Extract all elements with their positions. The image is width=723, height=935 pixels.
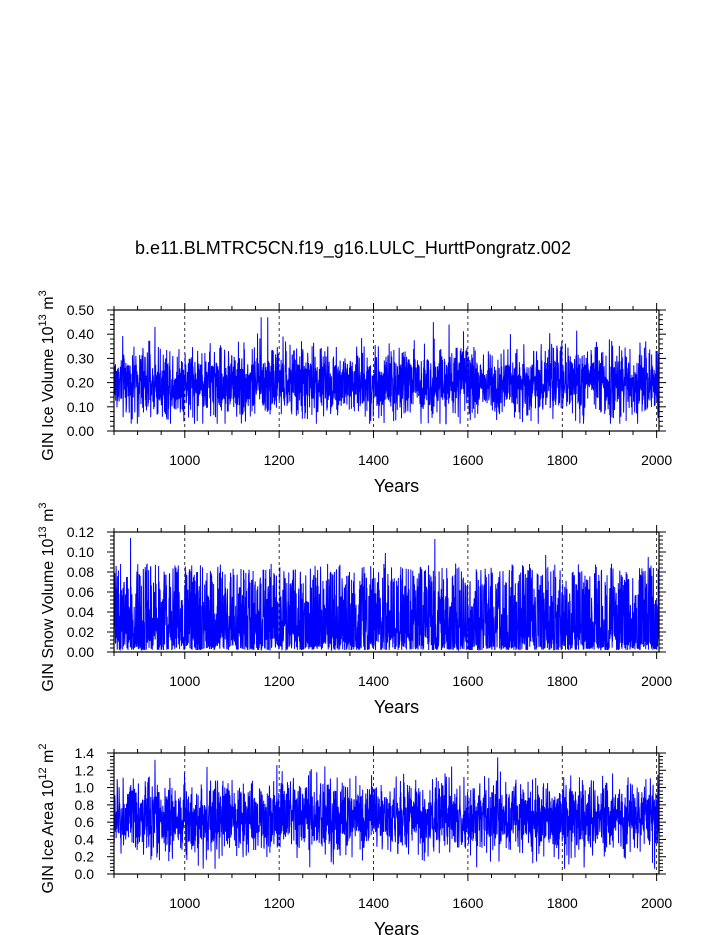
y-tick-label: 0.08 (67, 564, 94, 580)
x-tick-label: 1000 (169, 895, 200, 911)
x-tick-label: 2000 (641, 673, 672, 689)
y-tick-label: 0.12 (67, 524, 94, 540)
series-line (113, 537, 660, 652)
series-line (113, 317, 660, 425)
y-tick-label: 0.4 (75, 831, 95, 847)
x-tick-label: 1400 (358, 895, 389, 911)
x-tick-label: 1000 (169, 452, 200, 468)
x-tick-label: 1200 (264, 895, 295, 911)
y-tick-label: 0.50 (67, 302, 94, 318)
y-axis-title-part: 13 (37, 526, 49, 538)
y-tick-label: 0.06 (67, 584, 94, 600)
x-tick-label: 1600 (452, 452, 483, 468)
y-axis-title-part: m (40, 509, 57, 527)
y-axis-title-part: m (40, 296, 57, 314)
x-tick-label: 1800 (547, 673, 578, 689)
x-tick-label: 1000 (169, 673, 200, 689)
x-tick-label: 1800 (547, 895, 578, 911)
y-axis-title-part: 2 (37, 744, 49, 750)
x-tick-label: 1200 (264, 673, 295, 689)
y-tick-label: 0.10 (67, 399, 94, 415)
y-axis-title-part: GIN Snow Volume 10 (40, 538, 57, 691)
y-tick-label: 0.30 (67, 350, 94, 366)
x-axis-title: Years (374, 476, 419, 496)
y-axis-title: GIN Snow Volume 1013 m3 (37, 502, 57, 691)
x-tick-label: 2000 (641, 452, 672, 468)
x-tick-label: 1800 (547, 452, 578, 468)
y-tick-label: 0.02 (67, 624, 94, 640)
y-axis-title-part: m (40, 750, 57, 768)
y-tick-label: 0.20 (67, 375, 94, 391)
y-tick-label: 0.40 (67, 326, 94, 342)
y-tick-label: 1.0 (75, 780, 95, 796)
y-tick-label: 0.00 (67, 644, 94, 660)
y-tick-label: 0.10 (67, 544, 94, 560)
plot-frame (113, 752, 660, 875)
x-axis-title: Years (374, 919, 419, 935)
y-tick-label: 0.6 (75, 814, 95, 830)
y-axis-title-part: 3 (37, 502, 49, 508)
y-axis-title: GIN Ice Volume 1013 m3 (37, 290, 57, 460)
y-axis-title-part: GIN Ice Volume 10 (40, 326, 57, 460)
y-tick-label: 0.04 (67, 604, 94, 620)
x-tick-label: 1600 (452, 895, 483, 911)
panel-ice-volume: 1000 1200 1400 1600 1800 2000 0.00 0.10 0.20 0.30… (37, 290, 672, 496)
y-axis-title: GIN Ice Area 1012 m2 (37, 744, 57, 894)
panel-snow-volume: 1000 1200 1400 1600 1800 2000 0.00 0.02 0.04 0.06… (37, 502, 672, 717)
y-axis-title-part: GIN Ice Area 10 (40, 780, 57, 894)
x-tick-label: 1600 (452, 673, 483, 689)
y-axis-title-part: 3 (37, 290, 49, 296)
y-axis-title-part: 13 (37, 314, 49, 326)
plot-frame (113, 309, 660, 432)
x-tick-label: 1400 (358, 673, 389, 689)
y-tick-label: 1.4 (75, 745, 95, 761)
x-tick-label: 2000 (641, 895, 672, 911)
panel-ice-area: 1000 1200 1400 1600 1800 20000.00.20.40.60.81… (37, 744, 672, 935)
y-tick-label: 0.0 (75, 866, 95, 882)
x-tick-label: 1400 (358, 452, 389, 468)
y-tick-label: 0.00 (67, 423, 94, 439)
x-tick-label: 1200 (264, 452, 295, 468)
y-tick-label: 0.8 (75, 797, 95, 813)
y-axis-title-part: 12 (37, 767, 49, 779)
y-tick-label: 1.2 (75, 762, 95, 778)
figure-title: b.e11.BLMTRC5CN.f19_g16.LULC_HurttPongra… (135, 238, 571, 259)
series-line (113, 757, 660, 869)
x-axis-title: Years (374, 697, 419, 717)
y-tick-label: 0.2 (75, 849, 95, 865)
